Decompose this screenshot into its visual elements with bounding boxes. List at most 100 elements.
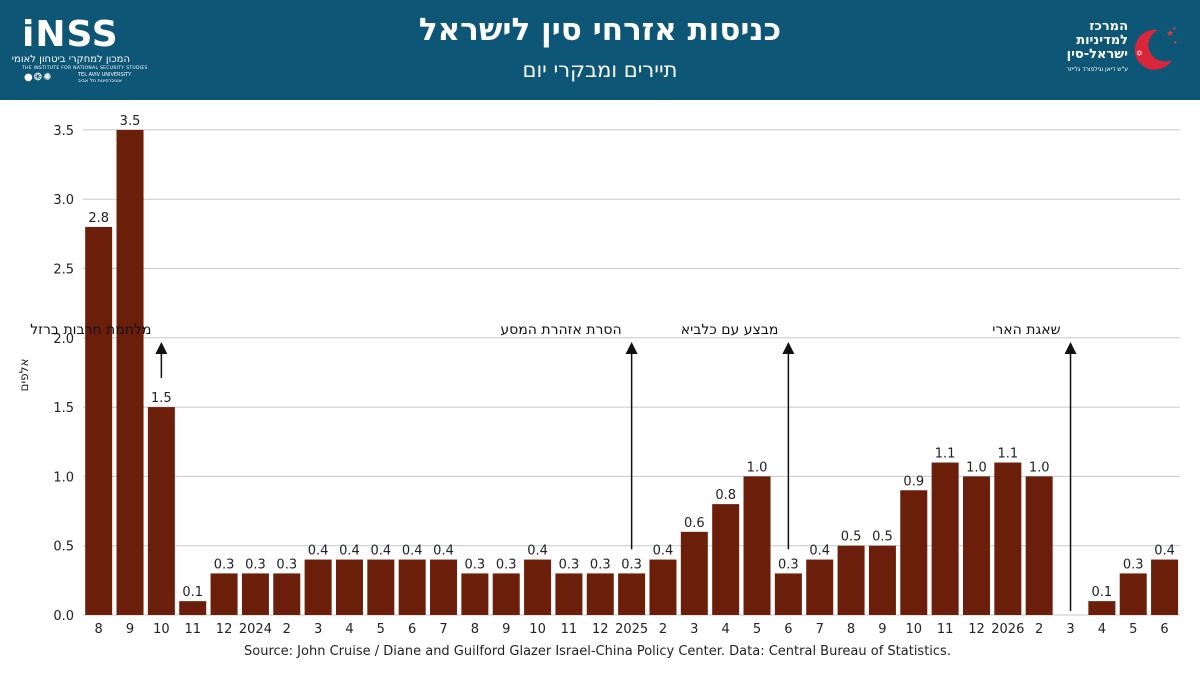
- annotation-label: הסרת אזהרת המסע: [500, 322, 621, 338]
- x-tick-label: 5: [753, 622, 761, 637]
- inss-emblem-icons: ●❂✺: [24, 72, 53, 83]
- bar: [649, 559, 677, 615]
- x-tick-label: 10: [906, 622, 923, 637]
- data-label: 0.3: [245, 557, 266, 572]
- bar: [273, 573, 301, 615]
- bar: [1151, 559, 1179, 615]
- data-label: 0.4: [308, 544, 329, 559]
- data-label: 0.3: [465, 557, 486, 572]
- x-tick-label: 2026: [991, 622, 1024, 637]
- header-banner: iNSS המכון למחקרי ביטחון לאומי THE INSTI…: [0, 0, 1200, 100]
- bar: [806, 559, 834, 615]
- x-tick-label: 11: [937, 622, 954, 637]
- data-label: 1.0: [747, 460, 768, 475]
- crescent-star-icon: ★ ★ ★ ✡: [1134, 26, 1178, 72]
- x-tick-label: 12: [968, 622, 985, 637]
- bar: [962, 476, 990, 615]
- bar: [1119, 573, 1147, 615]
- data-label: 0.3: [496, 557, 517, 572]
- annotation-label: שאגת הארי: [992, 322, 1060, 338]
- x-tick-label: 10: [153, 622, 170, 637]
- x-tick-label: 2024: [239, 622, 272, 637]
- y-tick-label: 1.5: [53, 401, 74, 416]
- data-label: 0.4: [527, 544, 548, 559]
- svg-text:★: ★: [1166, 29, 1174, 39]
- bar: [712, 504, 740, 615]
- data-label: 1.0: [1029, 460, 1050, 475]
- bar-chart: 0.0 0.5 1.0 1.5 2.0 2.5 3.0 3.5 2.8 8 3.5 9 1.5 10 0.…: [17, 114, 1181, 637]
- data-label: 0.4: [1154, 544, 1175, 559]
- policy-center-line3: ישראל-סין: [1066, 47, 1128, 62]
- bar: [994, 462, 1022, 615]
- tau-english: TEL AVIV UNIVERSITY: [78, 72, 132, 78]
- x-tick-label: 7: [816, 622, 824, 637]
- policy-center-line2: למדיניות: [1076, 33, 1128, 48]
- data-label: 0.3: [276, 557, 297, 572]
- x-tick-label: 2: [659, 622, 667, 637]
- bar: [618, 573, 646, 615]
- y-tick-label: 2.5: [53, 263, 74, 278]
- policy-center-name: המרכז למדיניות ישראל-סין: [1067, 20, 1128, 62]
- y-tick-label: 0.5: [53, 540, 74, 555]
- x-tick-label: 9: [878, 622, 886, 637]
- bar: [398, 559, 426, 615]
- data-label: 0.4: [433, 544, 454, 559]
- data-label: 0.3: [621, 557, 642, 572]
- inss-logo: iNSS המכון למחקרי ביטחון לאומי THE INSTI…: [11, 14, 148, 86]
- page-title: כניסות אזרחי סין לישראל: [418, 12, 782, 48]
- x-tick-label: 11: [184, 622, 201, 637]
- data-label: 0.4: [339, 544, 360, 559]
- tau-hebrew: אוניברסיטת תל אביב: [78, 78, 122, 84]
- x-tick-label: 8: [95, 622, 103, 637]
- annotation-label: מבצע עם כלביא: [681, 322, 779, 338]
- x-tick-label: 5: [1129, 622, 1137, 637]
- bar: [116, 129, 144, 615]
- x-tick-label: 9: [126, 622, 134, 637]
- x-tick-label: 6: [408, 622, 416, 637]
- policy-center-line1: המרכז: [1089, 19, 1128, 34]
- data-label: 2.8: [88, 211, 109, 226]
- page-subtitle: תיירים ומבקרי יום: [522, 58, 678, 82]
- x-tick-label: 7: [439, 622, 447, 637]
- x-tick-label: 8: [471, 622, 479, 637]
- x-tick-label: 5: [377, 622, 385, 637]
- x-tick-label: 6: [784, 622, 792, 637]
- bar: [304, 559, 332, 615]
- y-tick-label: 0.0: [53, 609, 74, 624]
- data-label: 0.8: [715, 488, 736, 503]
- data-label: 0.4: [370, 544, 391, 559]
- x-tick-label: 12: [216, 622, 233, 637]
- bar: [210, 573, 238, 615]
- bar: [241, 573, 269, 615]
- annotation-label: מלחמת חרבות ברזל: [30, 322, 151, 338]
- bar: [900, 490, 928, 615]
- data-label: 0.1: [182, 585, 203, 600]
- tau-logo-text: TEL AVIV UNIVERSITY אוניברסיטת תל אביב: [78, 72, 131, 84]
- policy-center-dedication: ע"ש דיאן וגילפורד גלייזר: [1066, 66, 1128, 73]
- y-tick-label: 3.5: [53, 124, 74, 139]
- data-label: 3.5: [120, 114, 141, 129]
- data-label: 0.3: [778, 557, 799, 572]
- x-tick-label: 12: [592, 622, 609, 637]
- x-tick-label: 6: [1160, 622, 1168, 637]
- bar: [335, 559, 363, 615]
- bar: [837, 545, 865, 615]
- data-label: 0.4: [653, 544, 674, 559]
- y-tick-label: 2.0: [53, 332, 74, 347]
- bar: [179, 601, 207, 615]
- policy-center-logo: המרכז למדיניות ישראל-סין ע"ש דיאן וגילפו…: [1030, 20, 1180, 82]
- x-tick-label: 2: [283, 622, 291, 637]
- bar: [868, 545, 896, 615]
- data-label: 1.0: [966, 460, 987, 475]
- x-tick-label: 4: [345, 622, 353, 637]
- x-tick-label: 9: [502, 622, 510, 637]
- bar: [367, 559, 395, 615]
- y-tick-label: 3.0: [53, 193, 74, 208]
- x-tick-label: 2: [1035, 622, 1043, 637]
- bar: [461, 573, 489, 615]
- inss-english-name: THE INSTITUTE FOR NATIONAL SECURITY STUD…: [22, 66, 148, 71]
- y-axis-label: אלפים: [17, 359, 31, 392]
- data-label: 0.3: [590, 557, 611, 572]
- inss-hebrew-name: המכון למחקרי ביטחון לאומי: [11, 54, 130, 65]
- data-label: 0.5: [841, 530, 862, 545]
